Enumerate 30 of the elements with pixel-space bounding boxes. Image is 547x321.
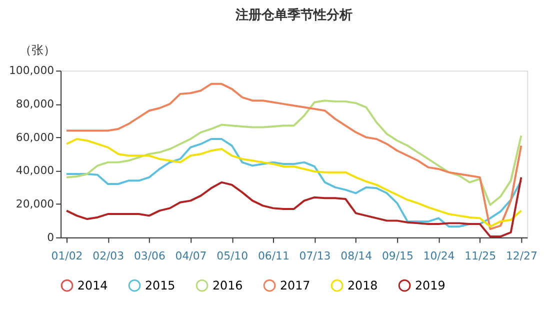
x-tick-label: 07/13 (299, 250, 331, 263)
y-tick-label: 40,000 (16, 164, 54, 178)
x-tick-label: 02/03 (92, 250, 124, 263)
y-tick-label: 60,000 (16, 130, 54, 144)
line-series (66, 100, 522, 206)
x-tick-label: 01/02 (51, 250, 83, 263)
legend-label: 2014 (77, 278, 108, 292)
y-tick-label: 0 (47, 230, 54, 244)
x-tick-label: 09/15 (382, 250, 414, 263)
x-tick-label: 03/06 (134, 250, 166, 263)
legend-label: 2018 (347, 278, 378, 292)
x-tick-label: 04/07 (175, 250, 207, 263)
y-tick-label: 80,000 (16, 97, 54, 110)
y-tick-label: 20,000 (16, 197, 54, 210)
y-axis-title: （张） (19, 43, 56, 58)
legend-label: 2019 (414, 278, 446, 292)
y-tick-label: 100,000 (8, 64, 54, 78)
legend-label: 2017 (280, 278, 310, 292)
legend-label: 2016 (212, 278, 243, 292)
x-tick-label: 08/14 (340, 250, 372, 263)
chart-title: 注册仓单季节性分析 (234, 6, 352, 23)
x-tick-label: 11/25 (464, 250, 496, 263)
line-series (66, 82, 522, 230)
x-tick-label: 12/27 (506, 250, 538, 263)
legend-label: 2015 (144, 278, 176, 292)
x-tick-label: 06/11 (258, 250, 290, 263)
line-series (66, 176, 522, 238)
x-tick-label: 05/10 (216, 250, 248, 263)
line-series (66, 138, 522, 228)
x-tick-label: 10/24 (423, 250, 455, 263)
